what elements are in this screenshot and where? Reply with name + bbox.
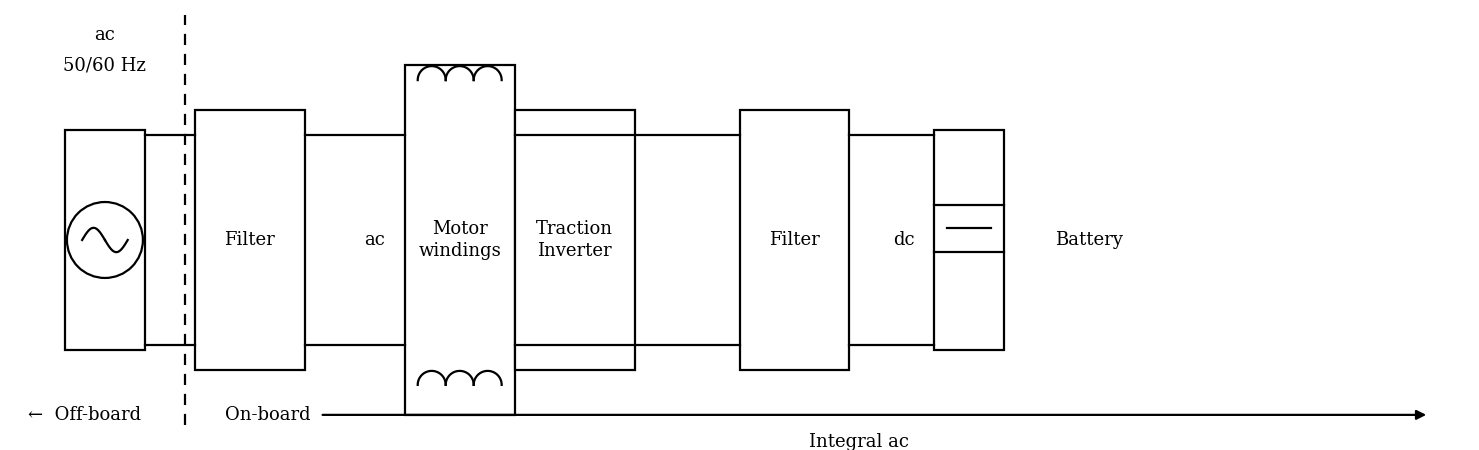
- Text: ←  Off-board: ← Off-board: [28, 406, 142, 424]
- Polygon shape: [405, 65, 515, 415]
- Text: Filter: Filter: [225, 231, 275, 249]
- Text: Integral ac: Integral ac: [809, 433, 910, 450]
- Text: dc: dc: [893, 231, 916, 249]
- Text: Battery: Battery: [1056, 231, 1123, 249]
- Polygon shape: [195, 110, 305, 370]
- Text: 50/60 Hz: 50/60 Hz: [64, 56, 146, 74]
- Polygon shape: [65, 130, 145, 350]
- Polygon shape: [515, 110, 634, 370]
- Text: Filter: Filter: [769, 231, 819, 249]
- Polygon shape: [740, 110, 849, 370]
- Text: On-board: On-board: [225, 406, 311, 424]
- Text: Motor
windings: Motor windings: [419, 220, 501, 260]
- Text: ac: ac: [364, 231, 385, 249]
- Text: Traction
Inverter: Traction Inverter: [535, 220, 614, 260]
- Polygon shape: [935, 130, 1004, 350]
- Text: ac: ac: [95, 26, 115, 44]
